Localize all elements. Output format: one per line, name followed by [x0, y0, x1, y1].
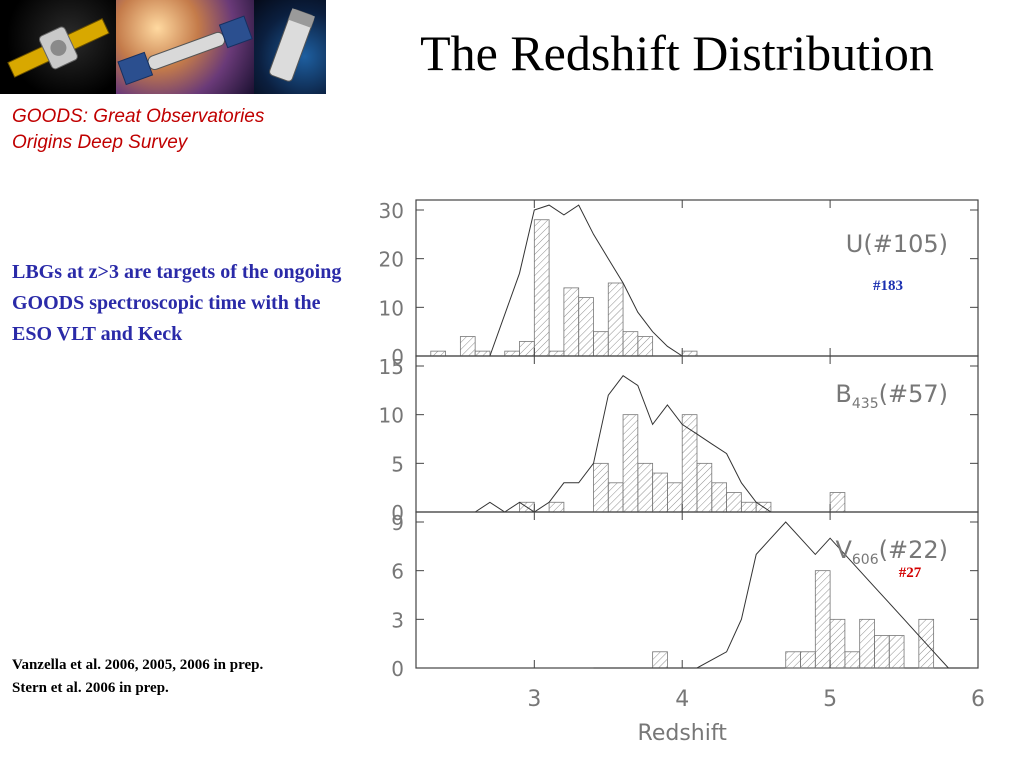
- histogram-bar: [800, 651, 816, 669]
- slide-title: The Redshift Distribution: [420, 25, 934, 81]
- panel-label-main: V: [835, 536, 852, 564]
- x-tick-label: 6: [971, 687, 985, 712]
- panel-U: 0 10 20 30 U(#105) #183: [379, 199, 979, 369]
- histogram-bar: [459, 336, 476, 357]
- histogram-bar: [548, 350, 565, 357]
- panel-annotation: #183: [873, 278, 903, 294]
- xray-telescope-image: [116, 0, 254, 94]
- histogram-bar: [578, 297, 594, 357]
- x-tick-label: 5: [823, 687, 837, 712]
- histogram-bar: [504, 350, 520, 357]
- histogram-bar: [652, 651, 668, 669]
- histogram-bar: [548, 501, 565, 513]
- histogram-bar: [696, 462, 713, 513]
- histogram-bar: [652, 472, 668, 513]
- header-image-strip: [0, 0, 326, 94]
- y-tick-label: 10: [379, 404, 404, 428]
- panel-B435: 0 5 10 15 B435(#57): [379, 355, 979, 525]
- panel-label-rest: (#57): [879, 380, 948, 408]
- panel-label-rest: (#22): [879, 536, 948, 564]
- histogram-bar: [519, 340, 535, 357]
- reference-2: Stern et al. 2006 in prep.: [12, 680, 169, 696]
- histogram-bar: [622, 414, 639, 513]
- histogram-bar: [814, 570, 831, 669]
- panel-V606: 0 3 6 9 V606(#22)#27: [391, 511, 979, 681]
- y-tick-label: 10: [379, 296, 404, 320]
- x-tick-label: 4: [675, 687, 689, 712]
- x-axis-label: Redshift: [638, 721, 728, 746]
- y-tick-label: 6: [391, 560, 404, 584]
- goods-caption-line2: Origins Deep Survey: [12, 132, 188, 153]
- redshift-histogram-chart: 0102030U(#105)#183051015B435(#57)0369V60…: [379, 199, 985, 746]
- panel-label: B435(#57): [835, 380, 948, 412]
- histogram-bar: [785, 651, 801, 669]
- histogram-bar: [829, 618, 846, 669]
- histogram-bar: [637, 336, 654, 357]
- y-tick-label: 20: [379, 248, 404, 272]
- histogram-bar: [430, 350, 446, 357]
- goods-caption: GOODS: Great Observatories Origins Deep …: [12, 104, 264, 156]
- histogram-bar: [726, 492, 742, 513]
- histogram-bar: [593, 462, 609, 513]
- references: Vanzella et al. 2006, 2005, 2006 in prep…: [12, 654, 263, 700]
- histogram-bar: [593, 331, 609, 357]
- histogram-bar: [859, 618, 875, 669]
- distribution-curve: [474, 375, 772, 513]
- histogram-bar: [874, 635, 890, 669]
- histogram-bar: [474, 350, 491, 357]
- y-tick-label: 9: [391, 511, 404, 535]
- y-tick-label: 15: [379, 355, 404, 379]
- y-tick-label: 5: [391, 452, 404, 476]
- panel-label: V606(#22): [835, 536, 948, 568]
- panel-label: U(#105): [846, 230, 948, 258]
- histogram-bar: [607, 282, 624, 357]
- x-tick-label: 3: [527, 687, 541, 712]
- histogram-bar: [711, 482, 727, 513]
- histogram-bar: [667, 482, 683, 513]
- distribution-curve: [593, 521, 978, 669]
- histogram-bar: [637, 462, 654, 513]
- y-tick-label: 0: [391, 501, 404, 525]
- histogram-bar: [563, 287, 580, 357]
- histogram-bar: [533, 219, 550, 357]
- histogram-bar: [844, 651, 861, 669]
- histogram-bar: [622, 331, 639, 357]
- panel-label-main: B: [835, 380, 851, 408]
- histogram-bar: [607, 482, 624, 513]
- satellite-image: [0, 0, 116, 94]
- y-tick-label: 3: [391, 608, 404, 632]
- y-tick-label: 0: [391, 657, 404, 681]
- y-tick-label: 30: [379, 199, 404, 223]
- histogram-bar: [829, 492, 846, 513]
- y-tick-label: 0: [391, 345, 404, 369]
- histogram-bar: [888, 635, 905, 669]
- space-telescope-image: [254, 0, 326, 94]
- histogram-bar: [740, 501, 757, 513]
- reference-1: Vanzella et al. 2006, 2005, 2006 in prep…: [12, 657, 264, 673]
- panel-annotation: #27: [899, 565, 922, 581]
- panel-label-sub: 606: [852, 552, 879, 568]
- histogram-bar: [681, 350, 698, 357]
- goods-caption-line1: GOODS: Great Observatories: [12, 106, 265, 127]
- distribution-curve: [489, 204, 683, 357]
- panel-label-sub: 435: [852, 396, 879, 412]
- lbg-description: LBGs at z>3 are targets of the ongoing G…: [12, 261, 342, 345]
